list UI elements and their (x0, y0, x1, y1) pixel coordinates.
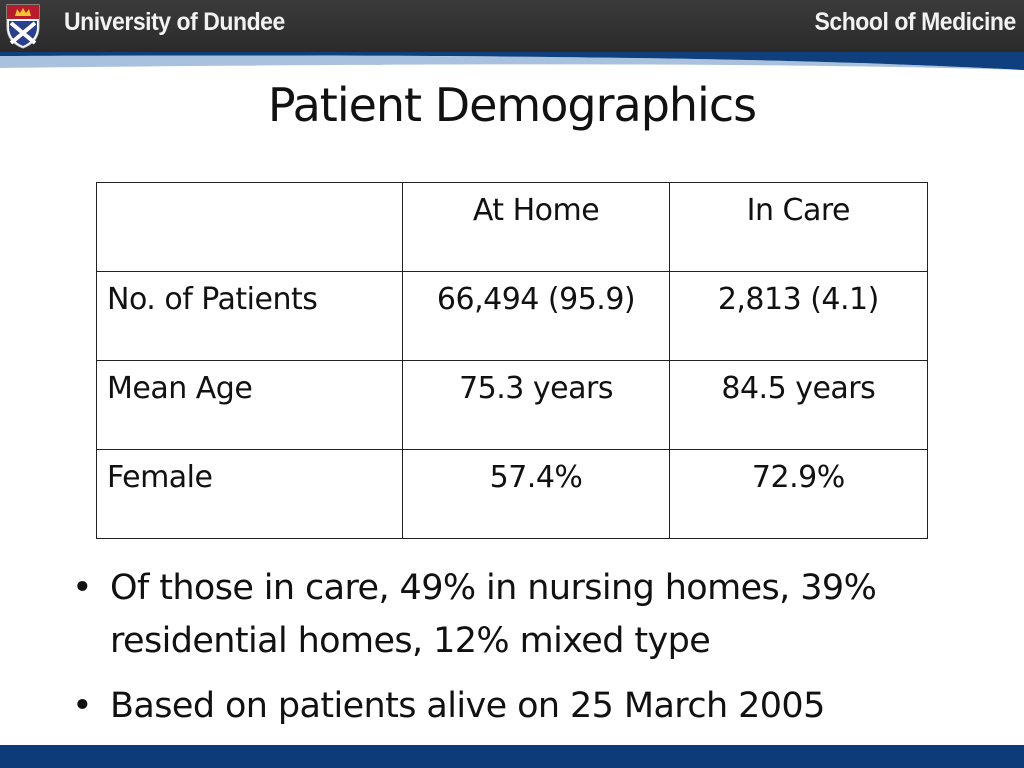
header-bar: University of Dundee School of Medicine (0, 0, 1024, 52)
bullet-item: • Based on patients alive on 25 March 20… (70, 680, 970, 733)
table-cell: 72.9% (668, 449, 929, 539)
table-cell: 2,813 (4.1) (668, 271, 929, 361)
bullet-text: Based on patients alive on 25 March 2005 (110, 686, 825, 726)
table-row: Mean Age 75.3 years 84.5 years (95, 360, 929, 450)
header-swoosh (0, 52, 1024, 70)
bullet-list: • Of those in care, 49% in nursing homes… (70, 562, 970, 745)
table-row: No. of Patients 66,494 (95.9) 2,813 (4.1… (95, 271, 929, 361)
table-header-row: At Home In Care (95, 182, 929, 272)
table-cell: 57.4% (402, 449, 670, 539)
row-label: No. of Patients (95, 271, 404, 361)
bullet-icon: • (72, 686, 93, 726)
slide-title: Patient Demographics (267, 78, 757, 132)
university-name: University of Dundee (64, 8, 285, 36)
bullet-icon: • (72, 568, 93, 608)
table-header-cell (95, 182, 404, 272)
row-label: Female (95, 449, 404, 539)
footer-bar (0, 745, 1024, 768)
university-crest-icon (6, 4, 40, 49)
school-name: School of Medicine (814, 8, 1017, 36)
table-row: Female 57.4% 72.9% (95, 449, 929, 539)
bullet-item: • Of those in care, 49% in nursing homes… (70, 562, 970, 668)
table-cell: 84.5 years (668, 360, 929, 450)
table-header-cell: At Home (402, 182, 670, 272)
bullet-text: Of those in care, 49% in nursing homes, … (110, 568, 877, 661)
row-label: Mean Age (95, 360, 404, 450)
table-cell: 66,494 (95.9) (402, 271, 670, 361)
table-cell: 75.3 years (402, 360, 670, 450)
table-header-cell: In Care (668, 182, 929, 272)
demographics-table: At Home In Care No. of Patients 66,494 (… (95, 182, 929, 539)
